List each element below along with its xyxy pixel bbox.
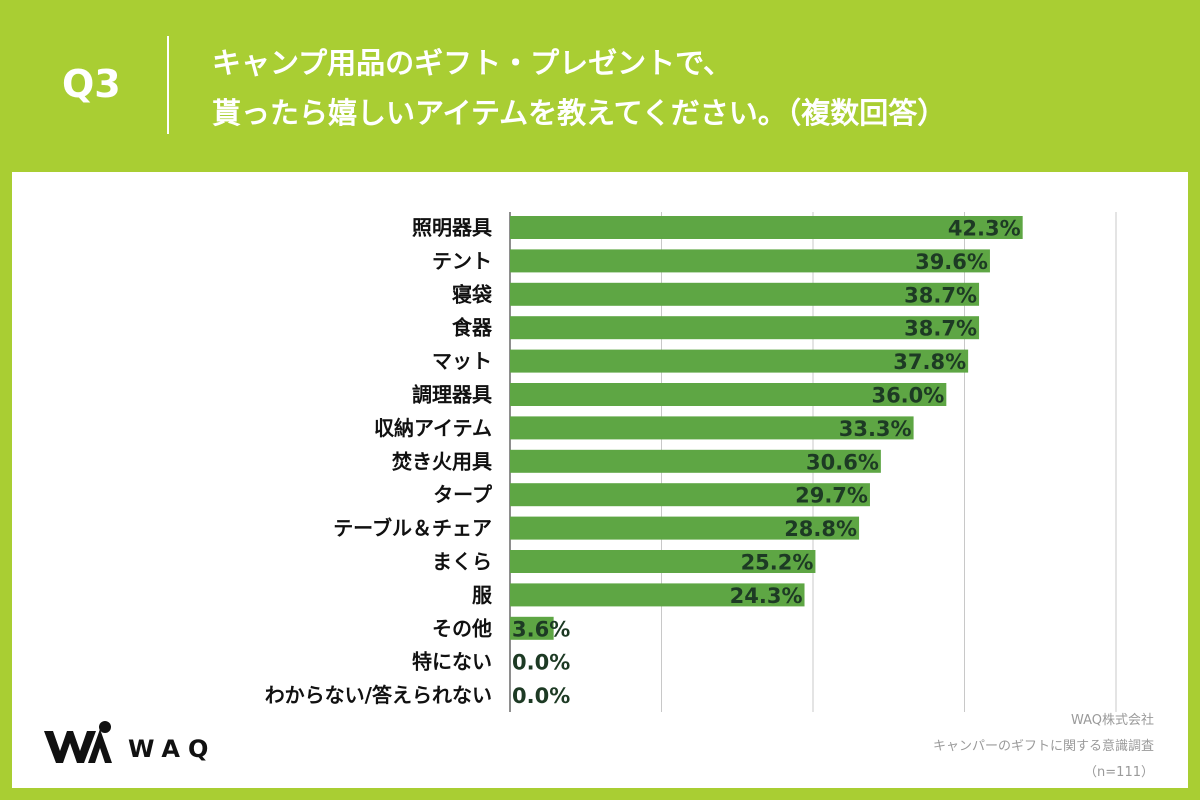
value-label: 28.8%: [784, 517, 857, 541]
value-label: 29.7%: [795, 484, 868, 508]
credit-company: WAQ株式会社: [1070, 713, 1154, 728]
credit-survey-name: キャンパーのギフトに関する意識調査: [932, 739, 1154, 754]
question-number: Q3: [62, 62, 121, 106]
category-label: 調理器具: [412, 383, 492, 407]
value-label: 37.8%: [893, 350, 966, 374]
chart-panel: 照明器具 42.3% テント 39.6% 寝袋 38.7% 食器 38.7% マット 37.8% 調…: [12, 172, 1188, 788]
category-label: 収納アイテム: [374, 416, 492, 440]
logo-mark-a: [88, 729, 112, 763]
bar: [510, 449, 881, 473]
bar: [510, 583, 805, 607]
category-label: 焚き火用具: [392, 449, 492, 473]
header-divider: [167, 36, 169, 134]
category-label: わからない/答えられない: [265, 683, 492, 707]
question-title-line-2: 貰ったら嬉しいアイテムを教えてください。（複数回答）: [212, 96, 947, 130]
survey-credit: WAQ株式会社 キャンパーのギフトに関する意識調査 （n=111）: [933, 708, 1154, 786]
logo-mark-dot: [99, 721, 111, 733]
bar: [510, 616, 554, 640]
bar: [510, 316, 980, 340]
category-label: 特にない: [412, 650, 492, 674]
category-label: 食器: [452, 316, 493, 340]
category-label: テント: [432, 249, 492, 273]
category-label: まくら: [432, 550, 492, 574]
category-label: テーブル＆チェア: [333, 516, 492, 540]
bar: [510, 550, 816, 573]
bar: [510, 383, 947, 406]
bar: [510, 416, 914, 440]
bar: [510, 249, 990, 273]
bar: [510, 349, 969, 373]
question-title: キャンプ用品のギフト・プレゼントで、 貰ったら嬉しいアイテムを教えてください。（…: [212, 38, 1172, 138]
bar-chart: 照明器具 42.3% テント 39.6% 寝袋 38.7% 食器 38.7% マット 37.8% 調…: [265, 212, 1117, 712]
value-label: 33.3%: [839, 417, 912, 441]
question-title-line-1: キャンプ用品のギフト・プレゼントで、: [212, 46, 732, 80]
category-label: 寝袋: [452, 282, 493, 306]
category-label: マット: [432, 349, 492, 373]
value-label: 0.0%: [512, 651, 570, 675]
bar: [510, 516, 860, 540]
value-label: 39.6%: [915, 250, 988, 274]
bar: [510, 216, 1023, 239]
credit-sample-size: （n=111）: [1084, 765, 1154, 780]
bar: [510, 483, 870, 507]
value-label: 38.7%: [904, 283, 977, 307]
category-label: 服: [472, 583, 493, 607]
value-label: 42.3%: [948, 217, 1021, 241]
category-label: タープ: [433, 483, 493, 507]
header: Q3 キャンプ用品のギフト・プレゼントで、 貰ったら嬉しいアイテムを教えてくださ…: [0, 0, 1200, 170]
category-label: その他: [432, 616, 492, 640]
value-label: 30.6%: [806, 450, 879, 474]
value-label: 3.6%: [512, 617, 570, 641]
logo-text: WAQ: [128, 735, 216, 763]
logo-mark-w: [44, 731, 96, 763]
bar: [510, 282, 980, 306]
value-label: 38.7%: [904, 317, 977, 341]
value-label: 24.3%: [730, 584, 803, 608]
category-label: 照明器具: [412, 216, 492, 240]
value-label: 0.0%: [512, 684, 570, 708]
value-label: 36.0%: [871, 384, 944, 408]
value-label: 25.2%: [741, 551, 814, 575]
waq-logo: WAQ: [44, 721, 216, 763]
